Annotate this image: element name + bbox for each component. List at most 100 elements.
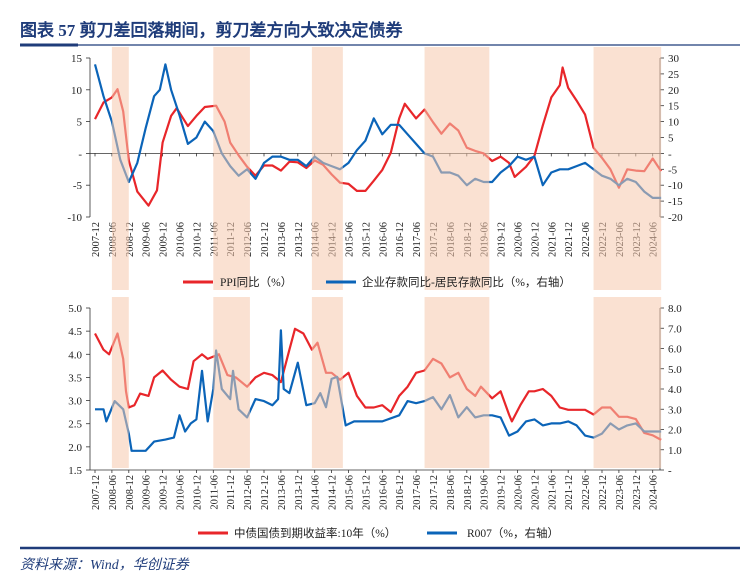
right-tick-label: 25 — [668, 69, 680, 81]
x-tick-label: 2009-06 — [142, 475, 153, 510]
x-tick-label: 2020-12 — [530, 475, 541, 510]
left-tick-label: - — [78, 148, 82, 160]
x-tick-label: 2012-06 — [243, 475, 254, 510]
left-tick-label: 4.5 — [68, 326, 82, 338]
left-tick-label: 3.5 — [68, 372, 82, 384]
right-tick-label: 6.0 — [668, 344, 682, 356]
legend-label: 企业存款同比-居民存款同比（%，右轴） — [362, 275, 571, 289]
left-tick-label: 15 — [71, 53, 83, 65]
series-line-blue — [95, 329, 662, 452]
right-tick-label: 20 — [668, 85, 680, 97]
x-tick-label: 2023-12 — [632, 475, 643, 510]
x-tick-label: 2016-06 — [378, 222, 389, 257]
right-tick-label: 10 — [668, 117, 680, 129]
legend-label: 中债国债到期收益率:10年（%） — [234, 526, 396, 540]
x-tick-label: 2016-12 — [395, 475, 406, 510]
shaded-period — [593, 297, 662, 468]
x-tick-label: 2011-12 — [226, 475, 237, 510]
right-tick-label: -5 — [668, 164, 678, 176]
x-tick-label: 2019-06 — [480, 475, 491, 510]
left-tick-label: 5 — [77, 117, 83, 129]
x-tick-label: 2020-12 — [530, 222, 541, 257]
x-tick-label: 2017-12 — [429, 475, 440, 510]
left-tick-label: 1.5 — [68, 465, 82, 477]
x-tick-label: 2015-12 — [361, 475, 372, 510]
x-tick-label: 2022-06 — [581, 475, 592, 510]
x-tick-label: 2021-06 — [547, 475, 558, 510]
x-tick-label: 2008-12 — [125, 475, 136, 510]
x-tick-label: 2013-06 — [277, 222, 288, 257]
left-tick-label: 3.0 — [68, 396, 82, 408]
x-tick-label: 2007-12 — [91, 475, 102, 510]
x-tick-label: 2014-12 — [328, 475, 339, 510]
right-tick-label: 4.0 — [668, 384, 682, 396]
x-tick-label: 2015-06 — [345, 222, 356, 257]
x-tick-label: 2012-12 — [260, 222, 271, 257]
right-tick-label: 3.0 — [668, 404, 682, 416]
x-tick-label: 2009-12 — [159, 222, 170, 257]
x-tick-label: 2021-12 — [564, 475, 575, 510]
x-tick-label: 2015-12 — [361, 222, 372, 257]
source-note: 资料来源：Wind，华创证券 — [20, 557, 190, 573]
shaded-period — [593, 47, 662, 290]
shaded-period — [311, 47, 343, 290]
right-tick-label: 2.0 — [668, 425, 682, 437]
left-tick-label: 5.0 — [68, 303, 82, 315]
x-tick-label: 2022-06 — [581, 222, 592, 257]
x-tick-label: 2017-06 — [412, 222, 423, 257]
left-tick-label: 4.0 — [68, 349, 82, 361]
right-tick-label: - — [668, 148, 672, 160]
x-tick-label: 2016-06 — [378, 475, 389, 510]
right-tick-label: 5.0 — [668, 364, 682, 376]
x-tick-label: 2008-06 — [108, 475, 119, 510]
x-tick-label: 2017-06 — [412, 475, 423, 510]
right-tick-label: 5 — [668, 133, 674, 145]
x-tick-label: 2009-06 — [142, 222, 153, 257]
x-tick-label: 2015-06 — [345, 475, 356, 510]
figure-title: 图表 57 剪刀差回落期间，剪刀差方向大致决定债券 — [20, 20, 403, 40]
x-tick-label: 2014-06 — [311, 475, 322, 510]
x-tick-label: 2021-06 — [547, 222, 558, 257]
left-tick-label: -10 — [67, 212, 82, 224]
x-tick-label: 2011-06 — [209, 475, 220, 510]
x-tick-label: 2008-12 — [125, 222, 136, 257]
right-tick-label: 7.0 — [668, 323, 682, 335]
shaded-period — [311, 297, 343, 468]
right-tick-label: - — [668, 465, 672, 477]
x-tick-label: 2022-12 — [598, 475, 609, 510]
x-tick-label: 2007-12 — [91, 222, 102, 257]
x-tick-label: 2019-12 — [497, 222, 508, 257]
x-tick-label: 2012-12 — [260, 475, 271, 510]
x-tick-label: 2009-12 — [159, 475, 170, 510]
right-tick-label: 15 — [668, 101, 680, 113]
chart-bottom: 5.0 4.5 4.0 3.5 3.0 2.5 2.0 1.5 8.0 7.0 6.0 5.0 4.0 3… — [68, 297, 682, 540]
left-tick-label: -5 — [73, 180, 83, 192]
x-tick-label: 2013-12 — [294, 475, 305, 510]
series-line-red — [94, 327, 662, 441]
x-tick-label: 2018-06 — [446, 475, 457, 510]
right-tick-label: 8.0 — [668, 303, 682, 315]
x-tick-label: 2021-12 — [564, 222, 575, 257]
shaded-period — [111, 47, 129, 290]
right-tick-label: -10 — [668, 180, 683, 192]
left-tick-label: 2.5 — [68, 419, 82, 431]
x-tick-label: 2013-12 — [294, 222, 305, 257]
x-tick-label: 2016-12 — [395, 222, 406, 257]
shaded-period — [213, 47, 250, 290]
x-tick-label: 2024-06 — [649, 475, 660, 510]
right-tick-label: -20 — [668, 212, 683, 224]
right-tick-label: 30 — [668, 53, 680, 65]
x-tick-label: 2010-12 — [192, 222, 203, 257]
x-tick-label: 2010-12 — [192, 475, 203, 510]
series-line-red — [94, 66, 663, 207]
x-tick-label: 2020-06 — [514, 475, 525, 510]
x-tick-label: 2019-12 — [497, 475, 508, 510]
series-line-blue — [93, 63, 662, 199]
x-tick-label: 2010-06 — [176, 475, 187, 510]
shaded-period — [213, 297, 250, 468]
shaded-period — [424, 47, 490, 290]
x-tick-label: 2010-06 — [176, 222, 187, 257]
x-tick-label: 2023-06 — [615, 475, 626, 510]
